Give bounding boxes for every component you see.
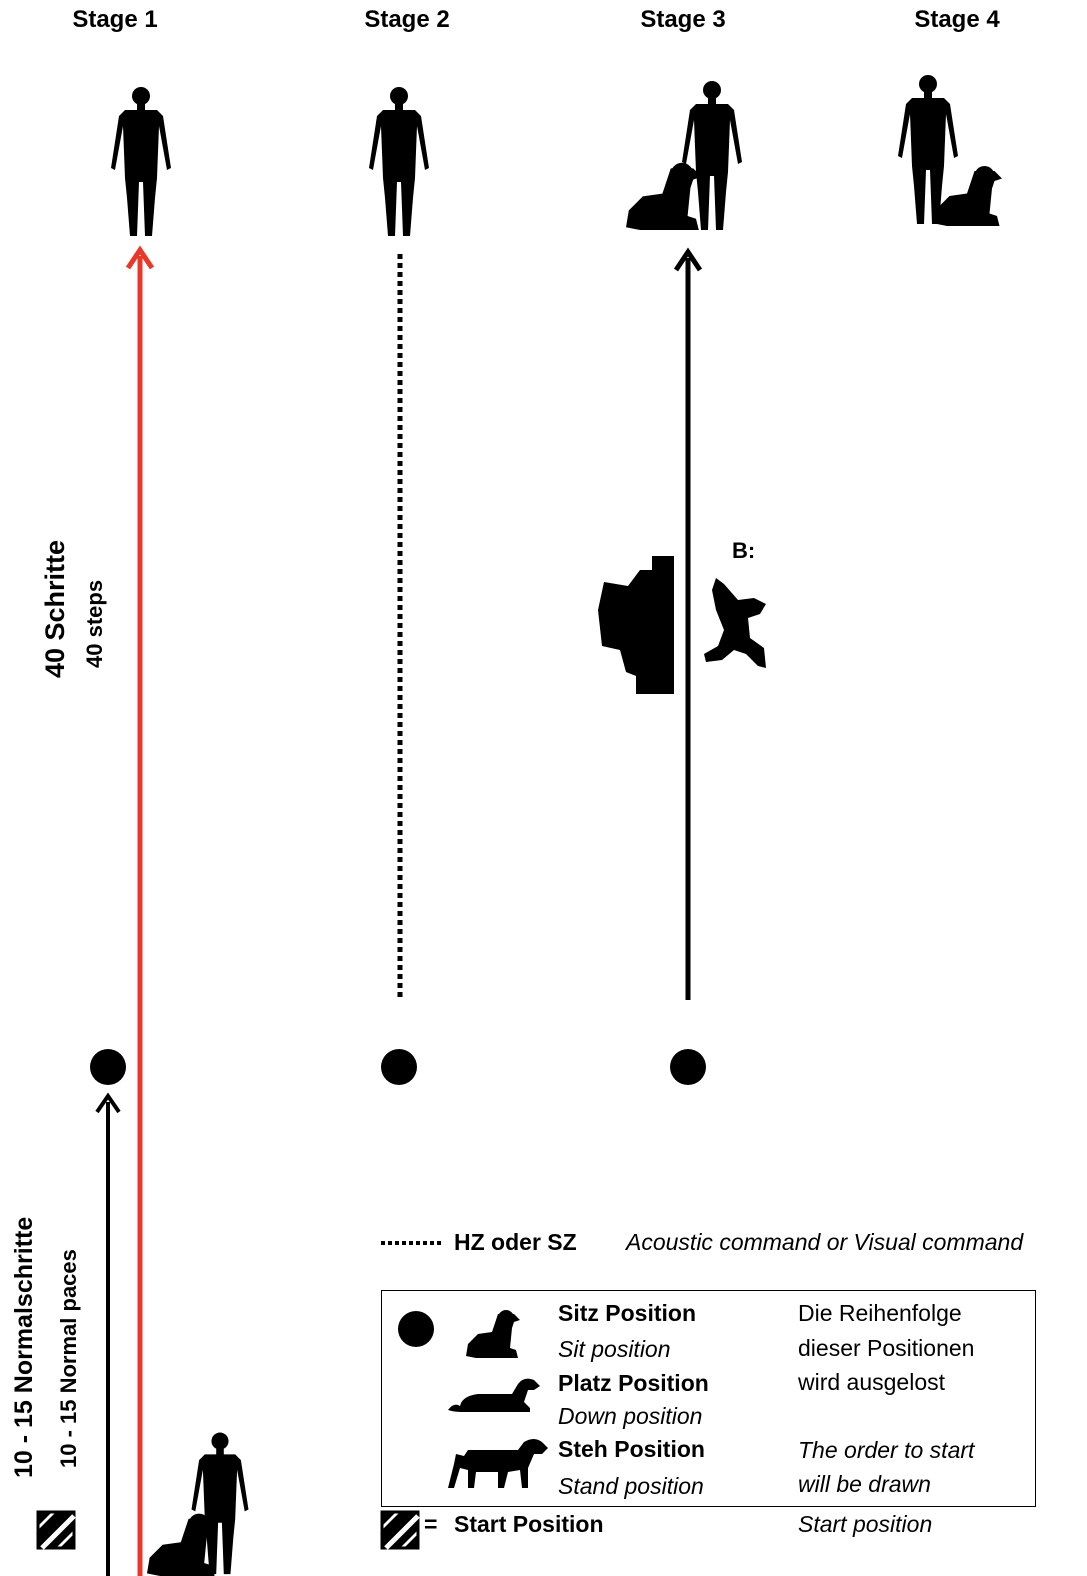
legend-down-de: Platz Position	[558, 1370, 709, 1396]
legend-position-dot-icon	[398, 1311, 434, 1347]
stage-4-handler-with-sitting-dog-icon	[898, 75, 1002, 226]
stage-3-handler-topdown-icon	[598, 556, 674, 694]
stage-3-position-dot	[670, 1049, 706, 1085]
stage-3-handler-with-sitting-dog-icon	[626, 81, 742, 230]
stage-1-short-arrow	[95, 1092, 121, 1576]
legend-note-de-line-1: Die Reihenfolge	[798, 1300, 962, 1326]
legend-note-en-line-1: The order to start	[798, 1437, 975, 1463]
legend-stand-de: Steh Position	[558, 1436, 705, 1462]
stage-1-person-icon	[111, 87, 171, 236]
legend-down-en: Down position	[558, 1403, 703, 1429]
stage-1-red-arrow	[125, 245, 155, 1576]
stage-2-position-dot	[381, 1049, 417, 1085]
legend-sit-en: Sit position	[558, 1336, 671, 1362]
stage-1-position-dot	[90, 1049, 126, 1085]
command-legend-desc: Acoustic command or Visual command	[626, 1229, 1024, 1255]
stage-4-title: Stage 4	[914, 6, 1000, 33]
positions-legend-box	[381, 1290, 1036, 1507]
stage-2-person-icon	[369, 87, 429, 236]
legend-start-de: Start Position	[454, 1511, 604, 1537]
legend-note-en-line-2: will be drawn	[798, 1471, 931, 1497]
command-legend-code: HZ oder SZ	[454, 1229, 577, 1255]
legend-note-de-line-2: dieser Positionen	[798, 1335, 975, 1361]
stage-3-marker-label: B:	[732, 538, 756, 563]
legend-start-marker-icon	[382, 1512, 418, 1548]
start-position-marker-icon	[38, 1512, 74, 1548]
legend-note-de-line-3: wird ausgelost	[798, 1369, 946, 1395]
stage-3-arrow	[673, 247, 703, 1000]
legend-stand-en: Stand position	[558, 1473, 704, 1499]
legend-start-equals: =	[424, 1511, 438, 1537]
legend-start-en: Start position	[798, 1511, 933, 1537]
stage-2-title: Stage 2	[364, 6, 450, 33]
stage-1-title: Stage 1	[72, 6, 158, 33]
start-handler-with-dog-icon	[147, 1432, 249, 1576]
stage-3-dog-topdown-icon	[704, 578, 766, 668]
legend-sit-de: Sitz Position	[558, 1300, 696, 1326]
stage-3-title: Stage 3	[640, 6, 726, 33]
